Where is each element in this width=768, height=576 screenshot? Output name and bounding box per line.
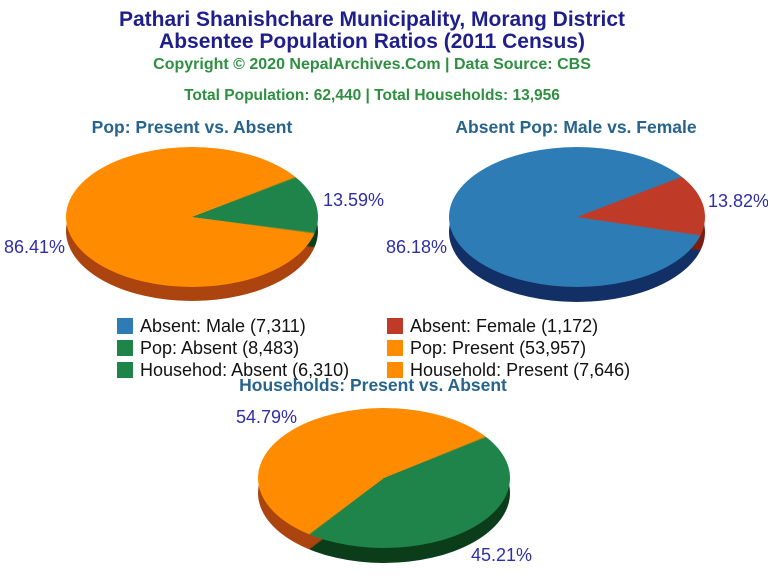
- legend-item-pop-absent: Pop: Absent (8,483): [117, 338, 299, 358]
- pie-absent-male-vs-female: [449, 147, 705, 302]
- pct-label-household-present: 54.79%: [236, 407, 298, 427]
- chart-title-line1: Pathari Shanishchare Municipality, Moran…: [118, 8, 626, 31]
- pie-title-pop-present-vs-absent: Pop: Present vs. Absent: [91, 117, 293, 137]
- legend-label: Absent: Male (7,311): [140, 316, 306, 336]
- legend-item-household-absent: Househod: Absent (6,310): [117, 360, 349, 380]
- copyright-line: Copyright © 2020 NepalArchives.Com | Dat…: [153, 56, 591, 73]
- pct-label-absent-male: 86.18%: [386, 237, 448, 257]
- legend-label: Househod: Absent (6,310): [140, 360, 350, 380]
- pct-label-pop-present: 86.41%: [4, 237, 66, 257]
- pct-label-absent-female: 13.82%: [708, 191, 768, 211]
- legend-label: Pop: Absent (8,483): [140, 338, 300, 358]
- pie-top-face: [66, 147, 318, 287]
- legend-swatch-green: [117, 362, 133, 378]
- legend-item-household-present: Household: Present (7,646): [387, 360, 630, 380]
- pie-pop-present-vs-absent: [66, 147, 318, 301]
- totals-line: Total Population: 62,440 | Total Househo…: [184, 87, 560, 104]
- pct-label-household-absent: 45.21%: [471, 545, 533, 565]
- pie-title-households-present-vs-absent: Households: Present vs. Absent: [239, 375, 507, 395]
- pct-label-pop-absent: 13.59%: [323, 190, 385, 210]
- pie-title-absent-male-vs-female: Absent Pop: Male vs. Female: [455, 117, 697, 137]
- legend-label: Household: Present (7,646): [410, 360, 631, 380]
- chart-title-line2: Absentee Population Ratios (2011 Census): [159, 30, 585, 53]
- legend-item-absent-male: Absent: Male (7,311): [117, 316, 306, 336]
- pie-top-face: [258, 408, 510, 548]
- legend-swatch-red: [387, 318, 403, 334]
- legend-item-absent-female: Absent: Female (1,172): [387, 316, 598, 336]
- legend-swatch-blue: [117, 318, 133, 334]
- legend-item-pop-present: Pop: Present (53,957): [387, 338, 586, 358]
- legend-swatch-orange: [387, 340, 403, 356]
- legend-label: Pop: Present (53,957): [410, 338, 587, 358]
- legend-swatch-orange: [387, 362, 403, 378]
- legend-label: Absent: Female (1,172): [410, 316, 599, 336]
- pie-top-face: [449, 147, 705, 287]
- legend-swatch-green: [117, 340, 133, 356]
- pie-households-present-vs-absent: [258, 408, 510, 563]
